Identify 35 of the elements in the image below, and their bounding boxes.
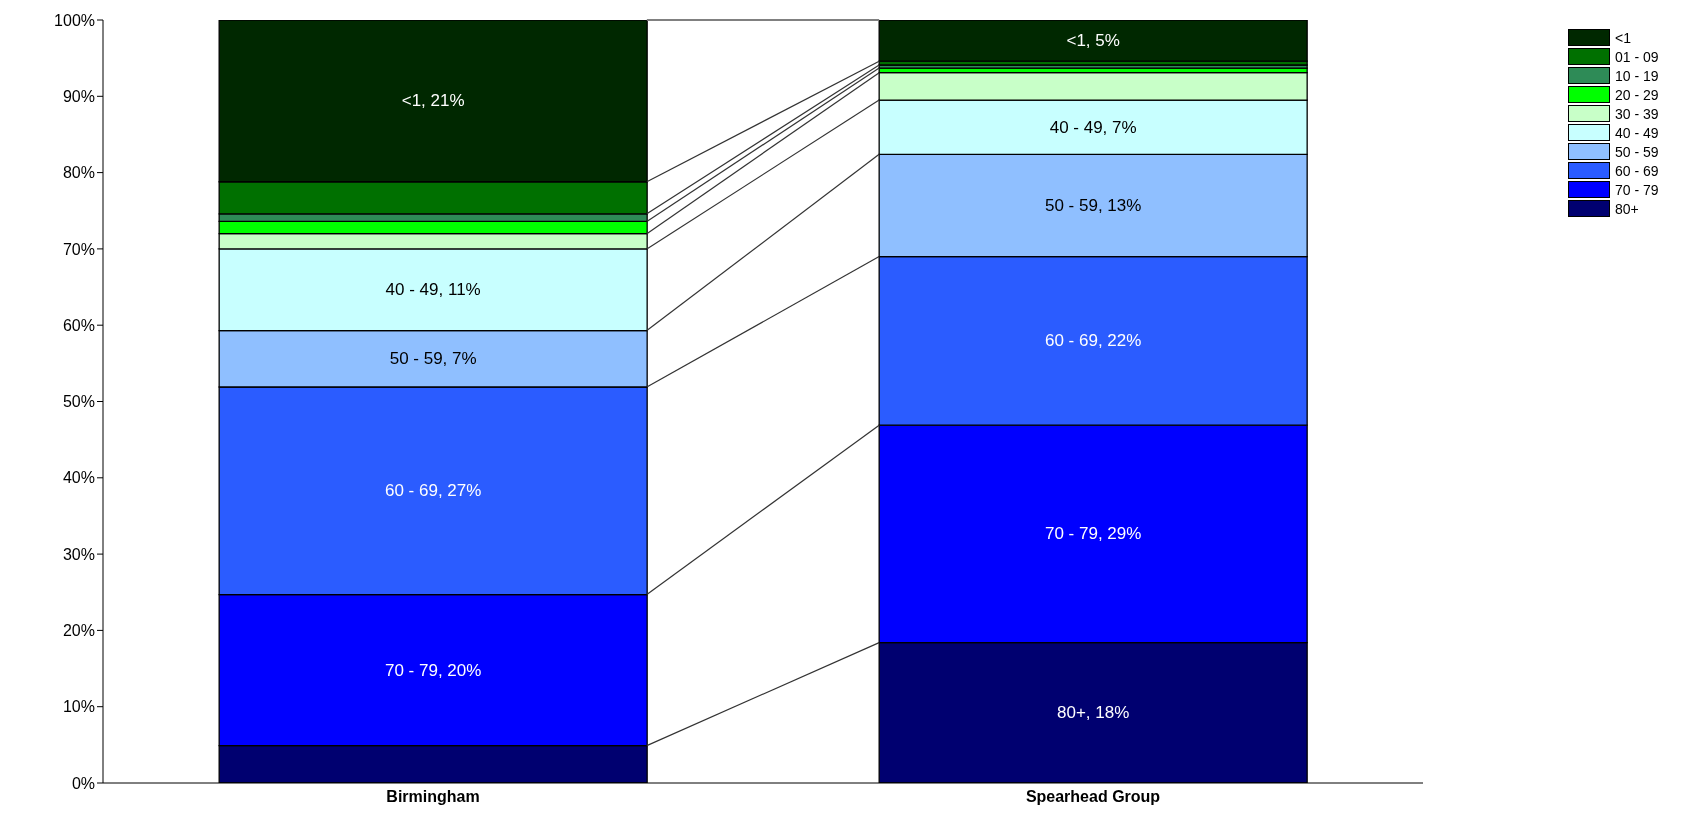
- y-tick-label: 90%: [62, 87, 95, 105]
- data-label: <1, 5%: [1066, 31, 1120, 51]
- y-tick-label: 20%: [62, 622, 95, 640]
- y-tick-label: 50%: [62, 393, 95, 411]
- data-label: 40 - 49, 11%: [385, 280, 481, 300]
- legend-label: 60 - 69: [1615, 162, 1659, 179]
- data-label: 80+, 18%: [1057, 703, 1130, 723]
- x-tick-label: Spearhead Group: [1025, 788, 1161, 806]
- y-tick-label: 60%: [62, 316, 95, 334]
- x-tick-label: Birmingham: [386, 788, 480, 806]
- y-tick-label: 40%: [62, 469, 95, 487]
- bar: [878, 20, 1308, 62]
- y-tick-label: 70%: [62, 240, 95, 258]
- data-label: 70 - 79, 29%: [1044, 524, 1142, 544]
- data-label: 60 - 69, 27%: [384, 481, 482, 501]
- y-tick-label: 0%: [71, 774, 95, 792]
- legend-label: 01 - 09: [1615, 48, 1659, 65]
- data-label: 70 - 79, 20%: [384, 660, 482, 680]
- legend-label: 20 - 29: [1615, 86, 1659, 103]
- data-label: 40 - 49, 7%: [1049, 117, 1137, 137]
- legend-label: <1: [1615, 29, 1631, 46]
- data-label: 60 - 69, 22%: [1044, 331, 1142, 351]
- data-label: <1, 21%: [401, 91, 465, 111]
- y-tick-label: 100%: [54, 11, 95, 29]
- y-tick-label: 30%: [62, 545, 95, 563]
- legend-label: 10 - 19: [1615, 67, 1659, 84]
- legend-label: 80+: [1615, 200, 1639, 217]
- y-tick-label: 10%: [62, 698, 95, 716]
- legend-label: 30 - 39: [1615, 105, 1659, 122]
- legend-label: 50 - 59: [1615, 143, 1659, 160]
- legend-label: 70 - 79: [1615, 181, 1659, 198]
- y-tick-label: 80%: [62, 164, 95, 182]
- legend-label: 40 - 49: [1615, 124, 1659, 141]
- data-label: 50 - 59, 13%: [1044, 195, 1142, 215]
- data-label: 50 - 59, 7%: [389, 349, 477, 369]
